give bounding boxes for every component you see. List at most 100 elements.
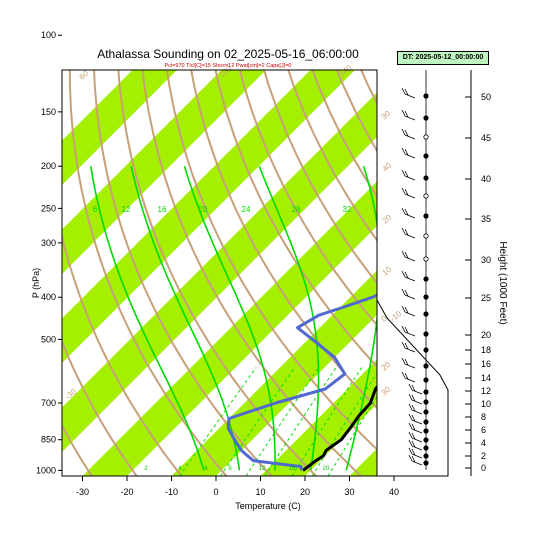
x-tick-label: -10 bbox=[165, 487, 178, 497]
temperature-line bbox=[302, 384, 377, 472]
isotherm-band bbox=[62, 70, 178, 186]
wind-barb-flag bbox=[404, 170, 409, 178]
wind-level-marker bbox=[423, 233, 429, 239]
mixing-ratio-label: 4 bbox=[178, 466, 182, 472]
wind-level-marker bbox=[423, 153, 429, 159]
mixing-ratio-line bbox=[291, 367, 363, 476]
wind-barb-flag bbox=[408, 422, 413, 430]
wind-barb bbox=[404, 331, 416, 337]
wind-level-marker bbox=[423, 445, 429, 451]
wind-barb-flag bbox=[401, 227, 406, 235]
height-tick-label: 4 bbox=[481, 438, 486, 448]
wind-barb-flag bbox=[404, 251, 409, 259]
mixing-ratio-line bbox=[327, 395, 377, 476]
y-tick-label: 300 bbox=[41, 238, 56, 248]
wind-level-marker bbox=[423, 419, 429, 425]
moist-adiabat-label: 32 bbox=[343, 205, 352, 214]
height-tick-label: 10 bbox=[481, 399, 491, 409]
wind-barb-flag bbox=[401, 325, 406, 333]
wind-level-marker bbox=[423, 175, 429, 181]
x-tick-label: 30 bbox=[344, 487, 354, 497]
height-tick-label: 0 bbox=[481, 463, 486, 473]
moist-adiabat-label: 28 bbox=[292, 205, 301, 214]
moist-adiabat bbox=[345, 165, 377, 471]
mixing-ratio-label: 12 bbox=[259, 466, 266, 472]
moist-adiabat-label: 24 bbox=[242, 205, 251, 214]
height-axis: 0 2 4 6 8 10 12 14 16 18 20 25 30 35 40 45 50 bbox=[465, 70, 491, 476]
wind-barb-flag bbox=[401, 288, 406, 296]
wind-barb bbox=[411, 453, 423, 459]
moist-adiabat-label: 12 bbox=[122, 205, 131, 214]
wind-level-marker bbox=[423, 389, 429, 395]
wind-barb-flag bbox=[404, 326, 409, 334]
chart-subtitle: Pcl=970 Tlcl[C]=15 Shox=12 Pwat[cm]=2 Ca… bbox=[165, 63, 292, 69]
sounding-series bbox=[226, 293, 377, 472]
wind-level-marker bbox=[423, 460, 429, 466]
wind-barb bbox=[411, 409, 423, 415]
dry-adiabat bbox=[93, 70, 273, 476]
moist-adiabat-label: 20 bbox=[199, 205, 208, 214]
wind-barb-flag bbox=[411, 404, 416, 412]
height-tick-label: 6 bbox=[481, 425, 486, 435]
wind-barb bbox=[404, 134, 416, 140]
wind-barb bbox=[404, 193, 416, 199]
wind-barb-flag bbox=[401, 169, 406, 177]
mixing-ratio-line bbox=[220, 367, 296, 476]
wind-barb-flag bbox=[401, 109, 406, 117]
wind-barb-flag bbox=[404, 188, 409, 196]
wind-barb bbox=[411, 437, 423, 443]
x-axis-label: Temperature (C) bbox=[235, 501, 301, 511]
y-tick-label: 250 bbox=[41, 203, 56, 213]
height-tick-label: 40 bbox=[481, 174, 491, 184]
height-tick-label: 30 bbox=[481, 255, 491, 265]
wind-barb bbox=[404, 153, 416, 159]
height-tick-label: 18 bbox=[481, 345, 491, 355]
wind-barb-flag bbox=[401, 87, 406, 95]
x-tick-label: 40 bbox=[389, 487, 399, 497]
wind-barb-flag bbox=[401, 305, 406, 313]
moist-adiabat bbox=[183, 165, 276, 471]
wind-barb bbox=[404, 115, 416, 121]
isotherm-band bbox=[82, 181, 377, 476]
wind-profile-panel bbox=[376, 70, 449, 477]
x-tick-label: 20 bbox=[300, 487, 310, 497]
moist-adiabats bbox=[90, 165, 377, 471]
mixing-ratio-line bbox=[179, 367, 257, 476]
wind-barb bbox=[404, 311, 416, 317]
wind-barb-flag bbox=[404, 110, 409, 118]
y-tick-label: 400 bbox=[41, 292, 56, 302]
wind-barb-flag bbox=[404, 228, 409, 236]
wind-barb-flag bbox=[408, 439, 413, 447]
wind-barb bbox=[404, 347, 416, 353]
moist-adiabat bbox=[258, 165, 320, 471]
wind-barb bbox=[411, 428, 423, 434]
wind-level-marker bbox=[423, 428, 429, 434]
wind-level-marker bbox=[423, 399, 429, 405]
wind-barb bbox=[404, 175, 416, 181]
wind-barb-flag bbox=[404, 358, 409, 366]
wind-level-marker bbox=[423, 363, 429, 369]
dry-adiabat bbox=[62, 232, 183, 476]
mixing-ratio-line bbox=[245, 367, 320, 476]
wind-barb-flag bbox=[401, 147, 406, 155]
dry-adiabat-label: 0 bbox=[380, 313, 390, 323]
y-tick-label: 700 bbox=[41, 398, 56, 408]
wind-level-marker bbox=[423, 294, 429, 300]
wind-barb-flag bbox=[408, 454, 413, 462]
wind-barb bbox=[404, 276, 416, 282]
dry-adiabat bbox=[287, 70, 377, 242]
wind-level-marker bbox=[423, 409, 429, 415]
wind-level-marker bbox=[423, 437, 429, 443]
mixing-ratio-label: 6 bbox=[204, 466, 208, 472]
wind-barb-flag bbox=[401, 270, 406, 278]
mixing-ratio-label: 16 bbox=[289, 466, 296, 472]
datetime-badge: DT: 2025-05-12_00:00:00 bbox=[397, 51, 489, 65]
y-tick-label: 200 bbox=[41, 161, 56, 171]
wind-level-marker bbox=[423, 453, 429, 459]
x-axis-ticks: -30 -20 -10 0 10 20 30 40 bbox=[76, 476, 399, 497]
wind-level-marker bbox=[423, 331, 429, 337]
wind-barb-flag bbox=[401, 341, 406, 349]
wind-barb-flag bbox=[404, 208, 409, 216]
height-axis-label: Height (1000 Feet) bbox=[497, 241, 508, 324]
wind-barb bbox=[411, 399, 423, 405]
